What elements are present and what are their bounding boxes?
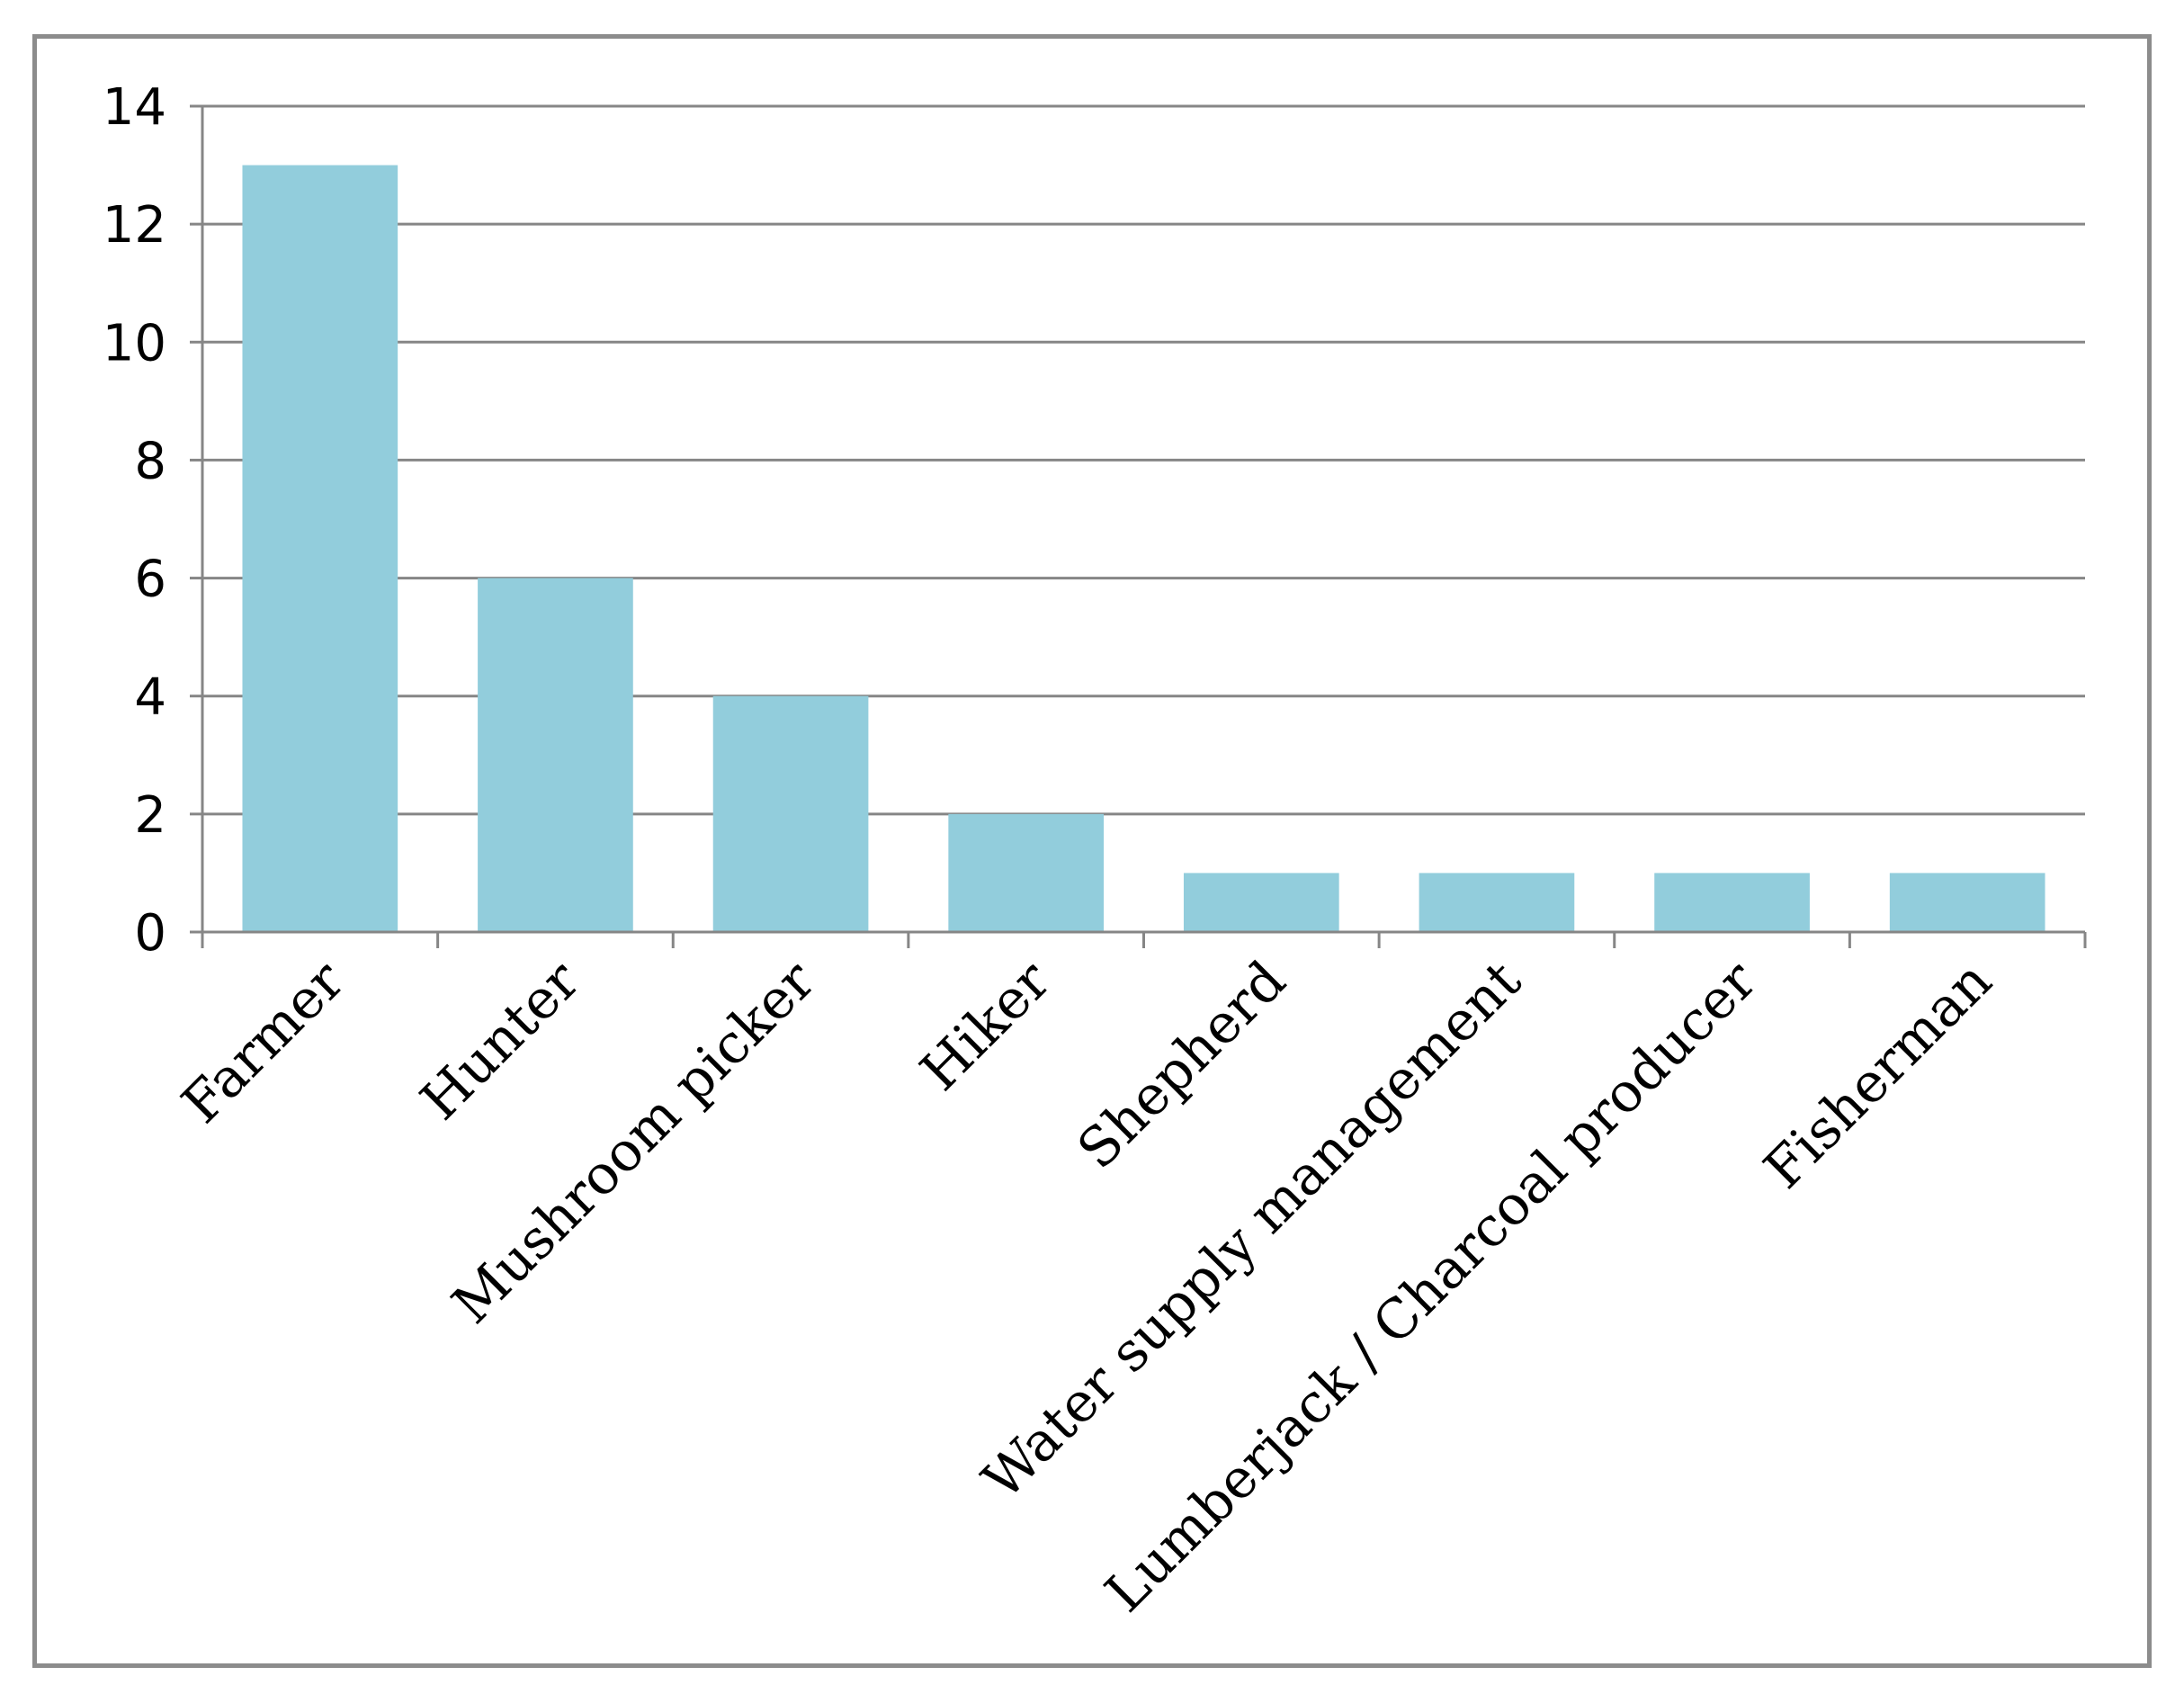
- bar-lumberjack-charcoal-producer: [1654, 873, 1810, 932]
- bar-hiker: [948, 813, 1105, 932]
- x-category-label: Farmer: [170, 949, 356, 1135]
- bar-hunter: [478, 578, 633, 932]
- y-tick-label: 4: [134, 668, 166, 727]
- x-category-label: Shepherd: [1066, 949, 1298, 1181]
- y-tick-label: 8: [134, 432, 166, 490]
- y-tick-label: 10: [103, 314, 166, 372]
- axes: [190, 104, 2087, 948]
- bar-farmer: [242, 165, 398, 933]
- y-tick-label: 12: [103, 196, 166, 255]
- bars: [242, 165, 2045, 933]
- bar-shepherd: [1183, 873, 1339, 932]
- x-category-label: Hunter: [408, 949, 592, 1133]
- bar-fisherman: [1889, 873, 2045, 932]
- bar-mushroom-picker: [712, 695, 869, 932]
- y-tick-label: 0: [134, 904, 166, 963]
- x-category-label: Hiker: [909, 949, 1062, 1103]
- y-tick-labels: 0 2 4 6 8 10 12 14: [103, 78, 166, 963]
- bar-water-supply-management: [1419, 873, 1575, 932]
- y-tick-label: 6: [134, 551, 166, 609]
- y-tick-label: 14: [103, 78, 166, 137]
- x-category-label: Fisherman: [1752, 949, 2004, 1201]
- y-tick-label: 2: [134, 786, 166, 845]
